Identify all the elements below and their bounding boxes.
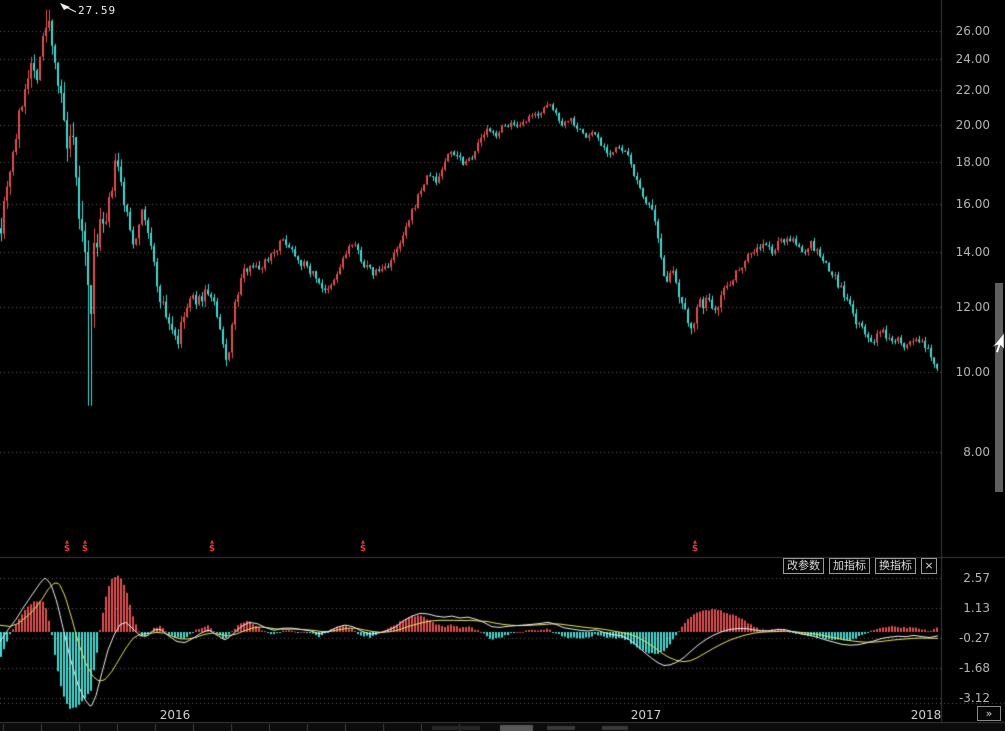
dividend-marker-glyph: $ <box>208 544 216 554</box>
dividend-marker: ▲ $ <box>358 540 368 554</box>
price-axis-label: 12.00 <box>955 300 990 314</box>
price-axis-label: 20.00 <box>955 118 990 132</box>
year-label: 2017 <box>630 708 662 722</box>
dividend-marker-glyph: $ <box>63 544 71 554</box>
price-axis-label: 14.00 <box>955 245 990 259</box>
add-indicator-button[interactable]: 加指标 <box>829 558 870 574</box>
dividend-marker-glyph: $ <box>691 544 699 554</box>
scrollbar-thumb[interactable] <box>995 283 1003 492</box>
price-axis-label: 24.00 <box>955 52 990 66</box>
pager-next-button[interactable]: » <box>977 706 1001 721</box>
change-params-button[interactable]: 改参数 <box>783 558 824 574</box>
dividend-marker-glyph: $ <box>359 544 367 554</box>
dividend-marker-arrow-icon: ▲ <box>210 539 214 545</box>
peak-price-annotation: 27.59 <box>78 4 117 17</box>
macd-axis-label: 1.13 <box>963 601 990 615</box>
macd-axis-label: -3.12 <box>958 691 990 705</box>
price-axis-label: 18.00 <box>955 155 990 169</box>
dividend-marker: ▲ $ <box>62 540 72 554</box>
switch-indicator-button[interactable]: 换指标 <box>875 558 916 574</box>
macd-axis-label: -0.27 <box>958 631 990 645</box>
indicator-toolbar: 改参数 加指标 换指标 × <box>783 558 937 574</box>
price-axis-label: 26.00 <box>955 24 990 38</box>
macd-axis-label: 2.57 <box>963 571 990 585</box>
year-label: 2018 <box>910 708 942 722</box>
close-indicator-button[interactable]: × <box>921 558 937 574</box>
dividend-marker-arrow-icon: ▲ <box>65 539 69 545</box>
dividend-marker-arrow-icon: ▲ <box>693 539 697 545</box>
dividend-marker: ▲ $ <box>80 540 90 554</box>
price-axis-label: 10.00 <box>955 365 990 379</box>
price-axis-label: 8.00 <box>963 445 990 459</box>
year-label: 2016 <box>159 708 191 722</box>
dividend-marker-arrow-icon: ▲ <box>361 539 365 545</box>
dividend-marker: ▲ $ <box>207 540 217 554</box>
price-axis-label: 22.00 <box>955 83 990 97</box>
macd-axis-label: -1.68 <box>958 661 990 675</box>
dividend-marker-glyph: $ <box>81 544 89 554</box>
price-axis-label: 16.00 <box>955 197 990 211</box>
dividend-marker-arrow-icon: ▲ <box>83 539 87 545</box>
dividend-marker: ▲ $ <box>690 540 700 554</box>
